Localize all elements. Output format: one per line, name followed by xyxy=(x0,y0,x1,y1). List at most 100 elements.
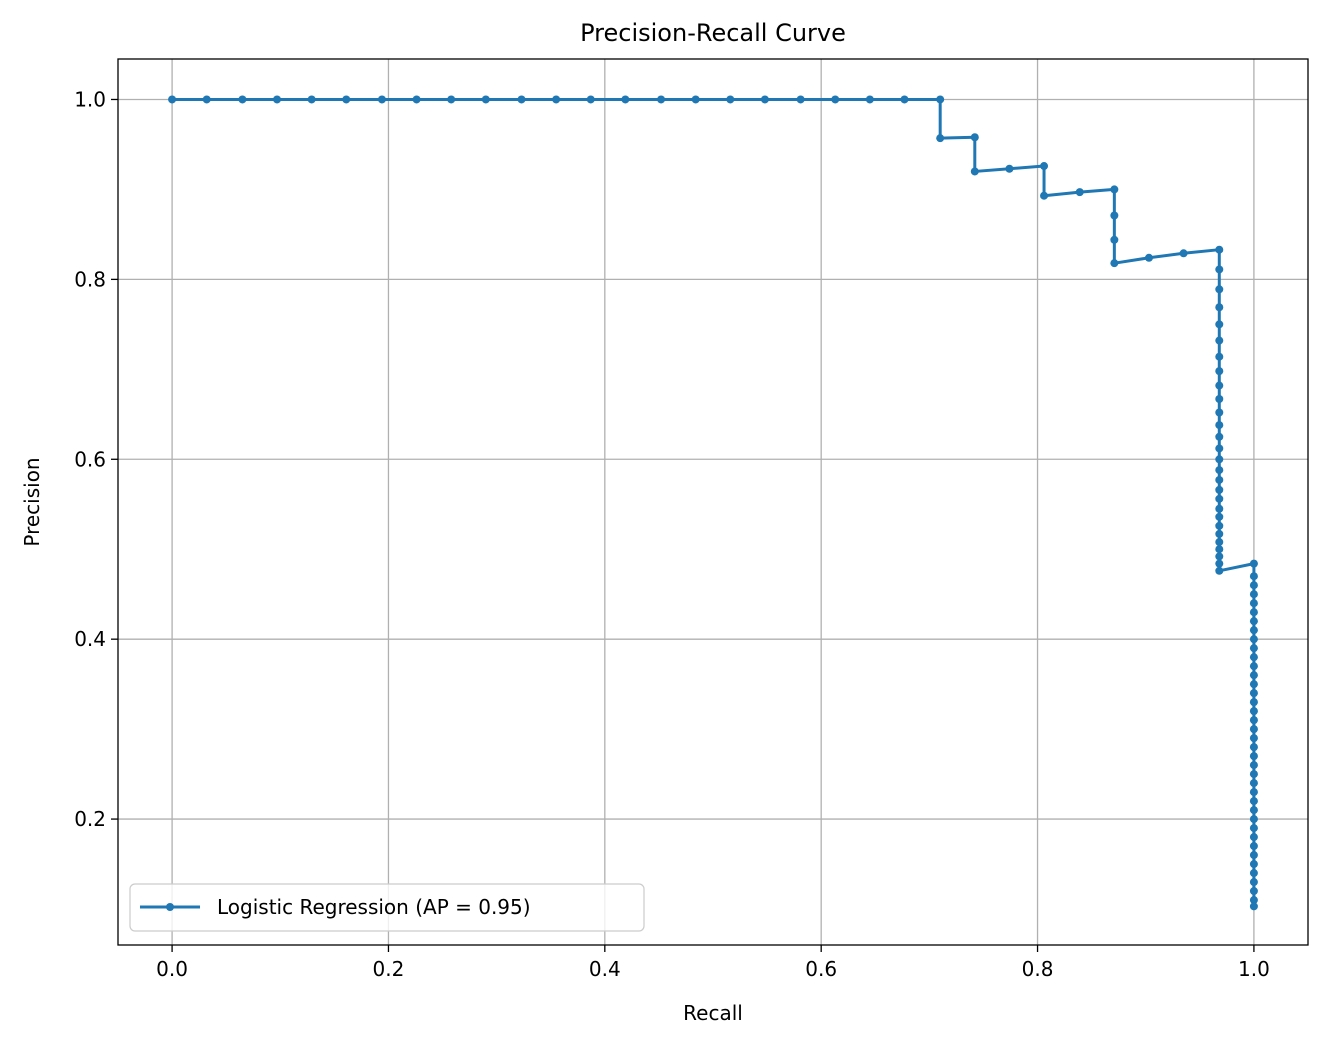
data-point xyxy=(1215,529,1224,538)
data-point xyxy=(1215,395,1224,404)
y-tick-label: 0.8 xyxy=(74,267,106,291)
y-tick-label: 0.6 xyxy=(74,447,106,471)
data-point xyxy=(1179,249,1188,258)
data-point xyxy=(970,133,979,142)
data-point xyxy=(1110,259,1119,268)
data-point xyxy=(1249,734,1258,743)
data-point xyxy=(831,95,840,104)
data-point xyxy=(1249,653,1258,662)
data-point xyxy=(1110,235,1119,244)
data-point xyxy=(1215,381,1224,390)
data-point xyxy=(1249,599,1258,608)
plot-frame xyxy=(117,58,1309,946)
data-point xyxy=(1249,779,1258,788)
data-point xyxy=(1075,188,1084,197)
data-point xyxy=(760,95,769,104)
data-point xyxy=(936,134,945,143)
data-point xyxy=(1249,833,1258,842)
data-point xyxy=(1215,352,1224,361)
data-point xyxy=(1215,336,1224,345)
data-point xyxy=(1215,485,1224,494)
data-point xyxy=(307,95,316,104)
data-point xyxy=(1215,559,1224,568)
data-point xyxy=(377,95,386,104)
data-point xyxy=(900,95,909,104)
data-point xyxy=(481,95,490,104)
data-point xyxy=(1215,545,1224,554)
data-point xyxy=(1249,896,1258,905)
y-axis-label: Precision xyxy=(20,457,44,546)
data-point xyxy=(1040,191,1049,200)
data-point xyxy=(1249,572,1258,581)
data-point xyxy=(586,95,595,104)
data-point xyxy=(412,95,421,104)
data-point xyxy=(1215,320,1224,329)
ticks: 0.0 0.2 0.4 0.6 0.8 1.0 0.2 0.4 0.6 0.8 1.0 xyxy=(74,87,1270,981)
chart-title: Precision-Recall Curve xyxy=(580,19,846,47)
data-point xyxy=(1215,367,1224,376)
data-point xyxy=(517,95,526,104)
data-point xyxy=(1249,851,1258,860)
x-tick-label: 0.8 xyxy=(1022,957,1054,981)
data-point xyxy=(796,95,805,104)
data-point xyxy=(273,95,282,104)
data-point xyxy=(1249,878,1258,887)
y-tick-label: 1.0 xyxy=(74,87,106,111)
data-point xyxy=(726,95,735,104)
data-point xyxy=(1005,164,1014,173)
data-point xyxy=(1249,887,1258,896)
x-tick-label: 0.2 xyxy=(373,957,405,981)
data-point xyxy=(1249,770,1258,779)
data-point xyxy=(1215,466,1224,475)
data-point xyxy=(1215,566,1224,575)
legend-marker-swatch xyxy=(166,903,174,911)
data-point xyxy=(1249,806,1258,815)
data-point xyxy=(1249,797,1258,806)
legend: Logistic Regression (AP = 0.95) xyxy=(129,883,645,932)
data-point xyxy=(1249,761,1258,770)
data-point xyxy=(1215,521,1224,530)
data-point xyxy=(657,95,666,104)
data-point xyxy=(1249,707,1258,716)
data-point xyxy=(1249,788,1258,797)
data-point xyxy=(1249,752,1258,761)
data-point xyxy=(1249,662,1258,671)
data-point xyxy=(691,95,700,104)
data-point xyxy=(1249,698,1258,707)
data-point xyxy=(1249,815,1258,824)
data-point xyxy=(1249,743,1258,752)
data-point xyxy=(552,95,561,104)
data-point xyxy=(1215,265,1224,274)
y-tick-label: 0.2 xyxy=(74,807,106,831)
data-point xyxy=(1249,617,1258,626)
data-point xyxy=(447,95,456,104)
data-point xyxy=(1215,494,1224,503)
data-point xyxy=(1215,285,1224,294)
data-point xyxy=(1249,842,1258,851)
data-point xyxy=(1249,716,1258,725)
data-point xyxy=(1215,504,1224,513)
x-tick-label: 0.0 xyxy=(156,957,188,981)
data-point xyxy=(1215,512,1224,521)
data-point xyxy=(168,95,177,104)
data-point xyxy=(1215,432,1224,441)
data-point xyxy=(1249,902,1258,911)
y-tick-label: 0.4 xyxy=(74,627,106,651)
data-point xyxy=(1215,475,1224,484)
data-point xyxy=(1249,626,1258,635)
x-tick-label: 0.4 xyxy=(589,957,621,981)
data-point xyxy=(238,95,247,104)
legend-box xyxy=(129,883,645,932)
data-point xyxy=(1215,408,1224,417)
data-point xyxy=(970,167,979,176)
data-point xyxy=(1215,538,1224,547)
data-point xyxy=(202,95,211,104)
data-point xyxy=(1249,644,1258,653)
data-point xyxy=(1215,455,1224,464)
data-point xyxy=(865,95,874,104)
data-point xyxy=(342,95,351,104)
x-tick-label: 1.0 xyxy=(1238,957,1270,981)
x-axis-label: Recall xyxy=(683,1001,743,1025)
